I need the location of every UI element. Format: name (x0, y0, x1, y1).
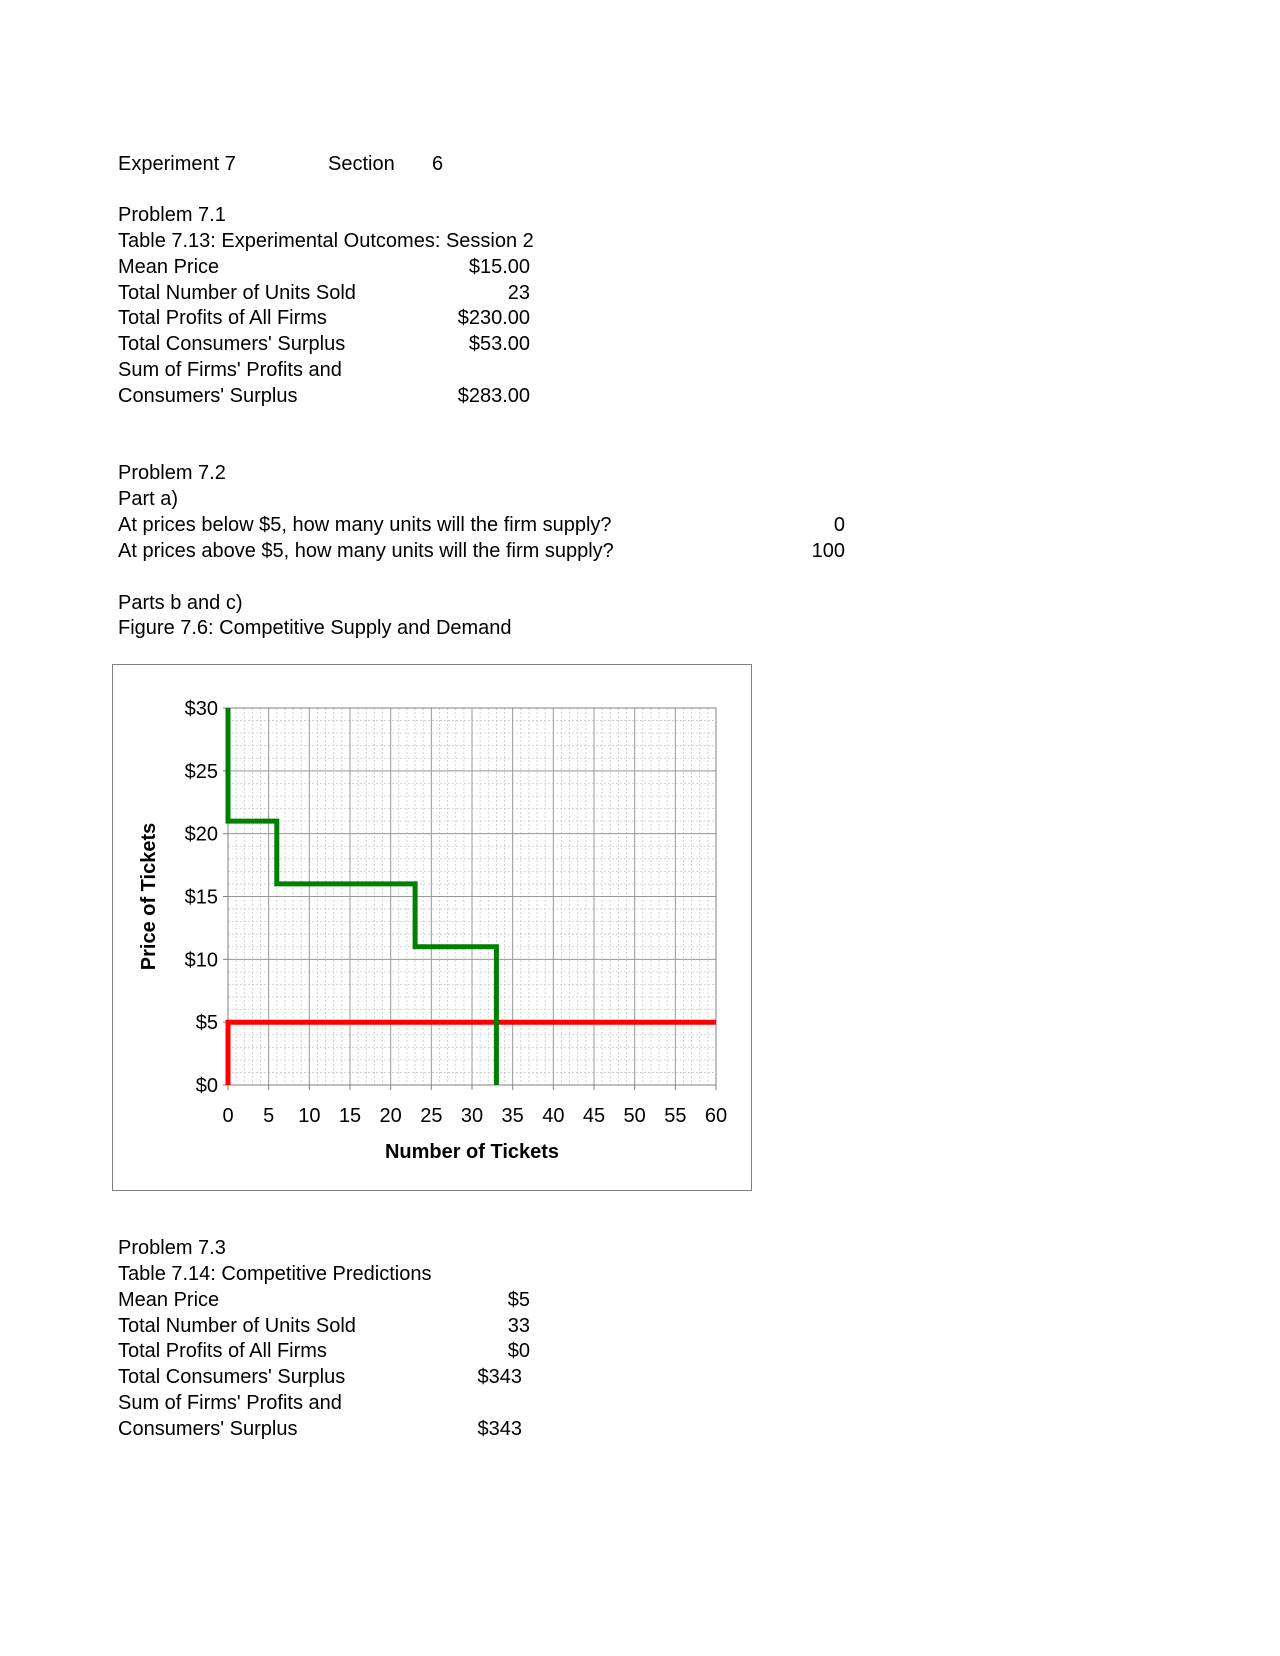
y-tick-label: $30 (185, 698, 218, 720)
y-tick-label: $0 (196, 1075, 218, 1097)
x-tick-label: 60 (705, 1105, 727, 1127)
table-7-14-title: Table 7.14: Competitive Predictions (118, 1263, 432, 1285)
table-row-label: Mean Price (118, 1289, 220, 1311)
table-row-value: 23 (507, 282, 530, 304)
table-row-label: Total Number of Units Sold (118, 282, 356, 304)
table-row-value: $5 (507, 1289, 530, 1311)
y-tick-label: $15 (185, 887, 218, 909)
chart-frame: 0 5 10 15 20 25 30 35 40 45 50 55 60 $0 $5 $10 $15 $20 $25… (112, 664, 752, 1191)
x-tick-label: 15 (339, 1105, 361, 1127)
table-row-label: Total Number of Units Sold (118, 1315, 356, 1337)
y-tick-label: $5 (196, 1012, 218, 1034)
x-tick-label: 25 (420, 1105, 442, 1127)
x-tick-label: 0 (222, 1105, 233, 1127)
question-above-5: At prices above $5, how many units will … (118, 540, 614, 562)
x-tick-label: 55 (664, 1105, 686, 1127)
answer-above-5: 100 (811, 540, 845, 562)
question-below-5: At prices below $5, how many units will … (118, 514, 612, 536)
x-axis-label: Number of Tickets (385, 1141, 559, 1163)
x-tick-label: 40 (542, 1105, 564, 1127)
sum-value: $343 (477, 1418, 523, 1440)
table-row-label: Total Profits of All Firms (118, 1340, 327, 1362)
table-row-value: $343 (477, 1366, 523, 1388)
problem-7-1-title: Problem 7.1 (118, 204, 226, 226)
parts-b-c-label: Parts b and c) (118, 592, 243, 614)
problem-7-2-title: Problem 7.2 (118, 462, 226, 484)
table-row-label: Mean Price (118, 256, 220, 278)
table-row-label: Total Consumers' Surplus (118, 333, 346, 355)
section-label: Section (328, 153, 395, 175)
part-a-label: Part a) (118, 488, 179, 510)
x-tick-label: 45 (583, 1105, 605, 1127)
table-row-value: $230.00 (457, 307, 530, 329)
table-7-13-title: Table 7.13: Experimental Outcomes: Sessi… (118, 230, 534, 252)
x-tick-label: 35 (502, 1105, 524, 1127)
table-row-value: 33 (507, 1315, 530, 1337)
table-row-value: $53.00 (468, 333, 530, 355)
sum-label-line-1: Sum of Firms' Profits and (118, 1392, 342, 1414)
x-tick-label: 20 (380, 1105, 402, 1127)
section-value: 6 (432, 153, 444, 175)
x-tick-label: 50 (624, 1105, 646, 1127)
sum-label-line-2: Consumers' Surplus (118, 1418, 298, 1440)
problem-7-3-title: Problem 7.3 (118, 1237, 226, 1259)
sum-label-line-2: Consumers' Surplus (118, 385, 298, 407)
answer-below-5: 0 (833, 514, 845, 536)
series-line (225, 1019, 716, 1085)
sum-label-line-1: Sum of Firms' Profits and (118, 359, 342, 381)
y-axis-label: Price of Tickets (138, 823, 160, 970)
x-tick-label: 10 (298, 1105, 320, 1127)
x-tick-label: 30 (461, 1105, 483, 1127)
table-row-label: Total Profits of All Firms (118, 307, 327, 329)
y-tick-label: $10 (185, 949, 218, 971)
series-line (225, 708, 499, 1085)
y-tick-label: $25 (185, 761, 218, 783)
table-row-label: Total Consumers' Surplus (118, 1366, 346, 1388)
figure-7-6-title: Figure 7.6: Competitive Supply and Deman… (118, 617, 512, 639)
experiment-label: Experiment 7 (118, 153, 236, 175)
supply-demand-chart: 0 5 10 15 20 25 30 35 40 45 50 55 60 $0 $5 $10 $15 $20 $25… (138, 698, 727, 1163)
table-row-value: $0 (507, 1340, 530, 1362)
y-tick-label: $20 (185, 824, 218, 846)
table-row-value: $15.00 (468, 256, 530, 278)
x-tick-label: 5 (263, 1105, 274, 1127)
sum-value: $283.00 (457, 385, 530, 407)
